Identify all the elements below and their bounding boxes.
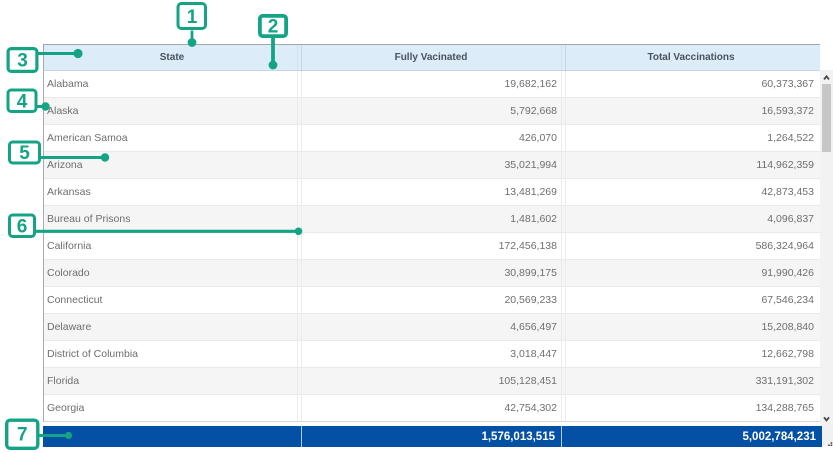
- svg-text:7: 7: [17, 425, 28, 446]
- svg-text:2: 2: [268, 17, 279, 38]
- svg-text:1: 1: [187, 7, 198, 28]
- svg-text:6: 6: [17, 216, 28, 237]
- svg-text:3: 3: [17, 51, 28, 72]
- svg-text:5: 5: [19, 143, 30, 164]
- svg-text:4: 4: [17, 92, 28, 113]
